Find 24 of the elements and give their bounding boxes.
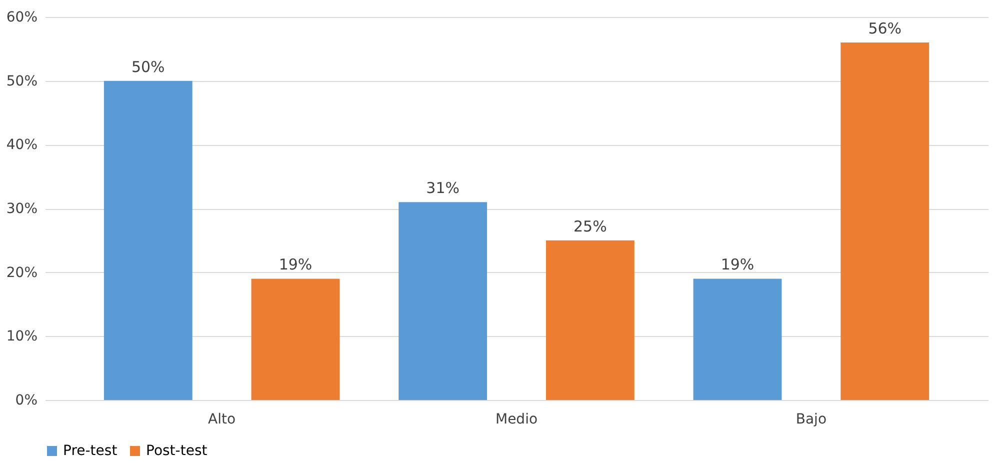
x-tick-label: Medio [495, 412, 538, 428]
legend-label: Post-test [146, 443, 208, 459]
data-label: 19% [720, 256, 754, 274]
y-tick-label: 0% [15, 392, 38, 408]
data-label: 25% [574, 217, 607, 236]
x-tick-label: Bajo [796, 412, 827, 428]
bar [840, 42, 930, 400]
bar [398, 202, 488, 400]
y-tick-label: 40% [6, 137, 38, 154]
legend-label: Pre-test [63, 443, 118, 459]
data-label: 31% [426, 179, 460, 198]
bar [693, 278, 782, 400]
bar [546, 240, 634, 400]
x-tick-label: Alto [208, 412, 236, 428]
y-tick-label: 60% [6, 10, 38, 26]
y-tick-label: 50% [6, 73, 38, 90]
data-label: 19% [278, 256, 312, 274]
y-tick-label: 30% [6, 201, 38, 217]
data-label: 56% [868, 20, 902, 38]
bar [251, 278, 340, 400]
y-tick-label: 20% [6, 264, 38, 281]
bar [104, 80, 192, 400]
data-label: 50% [131, 58, 165, 76]
y-tick-label: 10% [6, 328, 38, 345]
